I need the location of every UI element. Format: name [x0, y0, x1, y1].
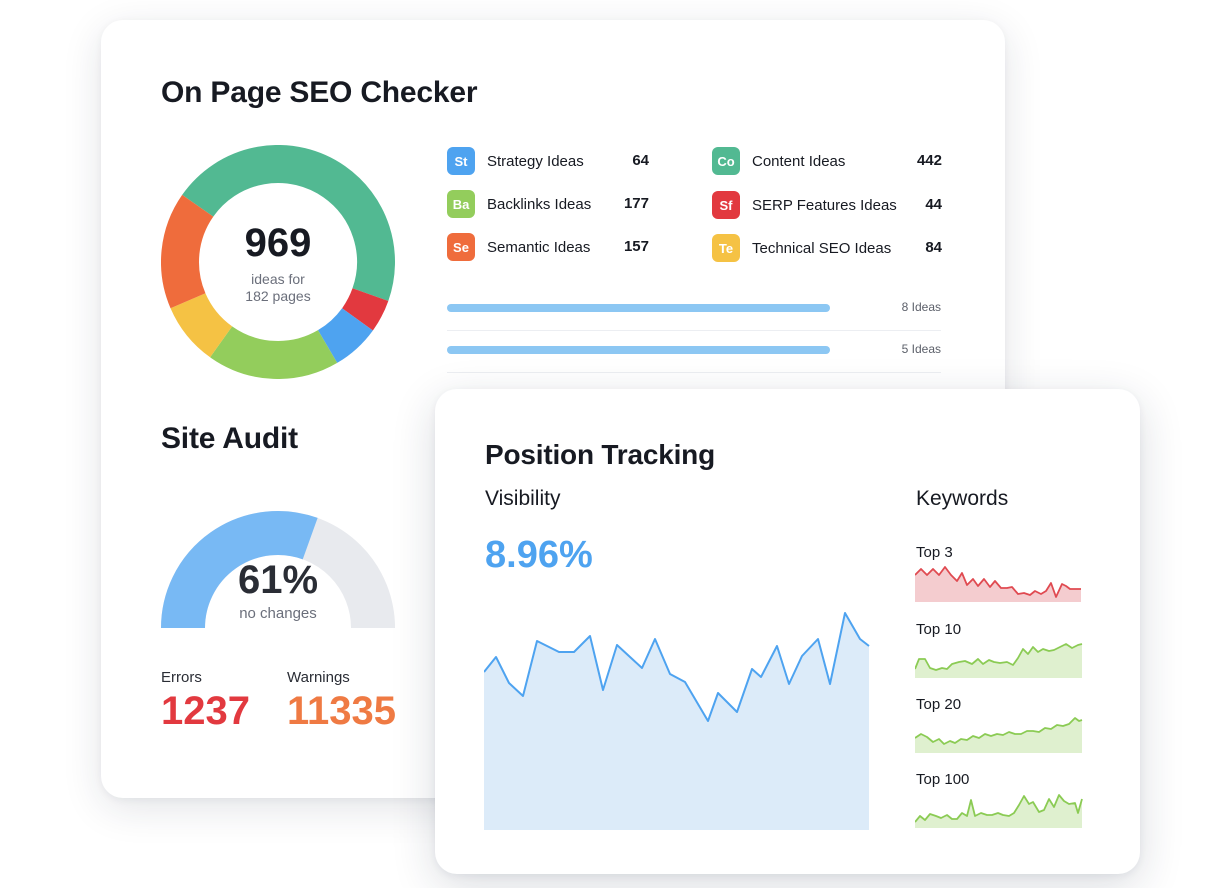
legend-strategy[interactable]: St Strategy Ideas 64 — [447, 147, 657, 175]
legend-count: 64 — [632, 152, 649, 169]
position-tracking-card: Position Tracking Visibility 8.96% Keywo… — [435, 389, 1140, 874]
legend-label: Backlinks Ideas — [487, 196, 592, 213]
visibility-line — [484, 612, 870, 722]
idea-row[interactable]: 8 Ideas — [447, 288, 941, 331]
legend-backlinks[interactable]: Ba Backlinks Ideas 177 — [447, 190, 657, 218]
errors-label: Errors — [161, 669, 202, 686]
content-chip: Co — [712, 147, 740, 175]
visibility-label: Visibility — [485, 487, 561, 510]
semantic-chip: Se — [447, 233, 475, 261]
top-100-sparkline[interactable] — [915, 789, 1083, 829]
idea-count-label: 5 Ideas — [901, 342, 941, 356]
top-20-sparkline-line — [915, 717, 1083, 745]
top-10-label: Top 10 — [916, 621, 962, 638]
idea-progress-bar — [447, 346, 830, 354]
seo-checker-title: On Page SEO Checker — [161, 76, 478, 109]
strategy-chip: St — [447, 147, 475, 175]
technical-seo-chip: Te — [712, 234, 740, 262]
legend-semantic[interactable]: Se Semantic Ideas 157 — [447, 233, 657, 261]
gauge-fill — [161, 511, 318, 628]
top-3-sparkline-line — [915, 566, 1081, 598]
ideas-total: 969 — [244, 221, 312, 265]
warnings-label: Warnings — [287, 669, 350, 686]
top-10-sparkline[interactable] — [915, 639, 1083, 679]
legend-label: Content Ideas — [752, 153, 846, 170]
donut-center: 969 ideas for 182 pages — [161, 145, 395, 379]
legend-serp-features[interactable]: Sf SERP Features Ideas 44 — [712, 191, 942, 219]
legend-label: Semantic Ideas — [487, 239, 591, 256]
top-20-label: Top 20 — [916, 696, 962, 713]
legend-count: 177 — [623, 195, 649, 212]
donut-segment-semantic — [161, 145, 395, 379]
top-10-sparkline-line — [915, 643, 1083, 671]
ideas-donut-chart — [161, 145, 395, 379]
site-audit-sublabel: no changes — [239, 605, 317, 622]
ideas-subtitle-line2: 182 pages — [245, 288, 311, 304]
legend-count: 44 — [925, 196, 942, 213]
donut-segment-backlinks — [161, 145, 395, 379]
visibility-area — [484, 613, 869, 830]
site-audit-percent: 61% — [237, 558, 319, 602]
backlinks-chip: Ba — [447, 190, 475, 218]
site-audit-title: Site Audit — [161, 422, 298, 455]
top-3-label: Top 3 — [916, 544, 953, 561]
visibility-line-chart — [484, 612, 870, 830]
top-100-label: Top 100 — [916, 771, 970, 788]
ideas-subtitle-line1: ideas for — [251, 271, 305, 287]
legend-label: Strategy Ideas — [487, 153, 584, 170]
top-3-sparkline[interactable] — [915, 563, 1083, 603]
legend-technical-seo[interactable]: Te Technical SEO Ideas 84 — [712, 234, 942, 262]
legend-label: Technical SEO Ideas — [752, 240, 892, 257]
keywords-label: Keywords — [916, 487, 1009, 510]
top-20-sparkline[interactable] — [915, 714, 1083, 754]
top-100-sparkline-line — [915, 794, 1083, 823]
donut-segment-serp — [161, 145, 395, 379]
position-tracking-title: Position Tracking — [485, 439, 715, 470]
legend-count: 442 — [916, 152, 942, 169]
top-10-sparkline-area — [915, 644, 1082, 678]
top-20-sparkline-area — [915, 718, 1082, 753]
idea-progress-bar — [447, 304, 830, 312]
visibility-value: 8.96% — [485, 534, 593, 576]
site-audit-gauge — [161, 511, 395, 628]
idea-count-label: 8 Ideas — [901, 300, 941, 314]
serp-features-chip: Sf — [712, 191, 740, 219]
legend-count: 157 — [623, 238, 649, 255]
errors-value[interactable]: 1237 — [161, 689, 250, 733]
legend-count: 84 — [925, 239, 942, 256]
warnings-value[interactable]: 11335 — [287, 689, 397, 733]
legend-content[interactable]: Co Content Ideas 442 — [712, 147, 942, 175]
ideas-subtitle: ideas for 182 pages — [161, 271, 395, 305]
idea-row[interactable]: 5 Ideas — [447, 330, 941, 373]
legend-label: SERP Features Ideas — [752, 197, 897, 214]
